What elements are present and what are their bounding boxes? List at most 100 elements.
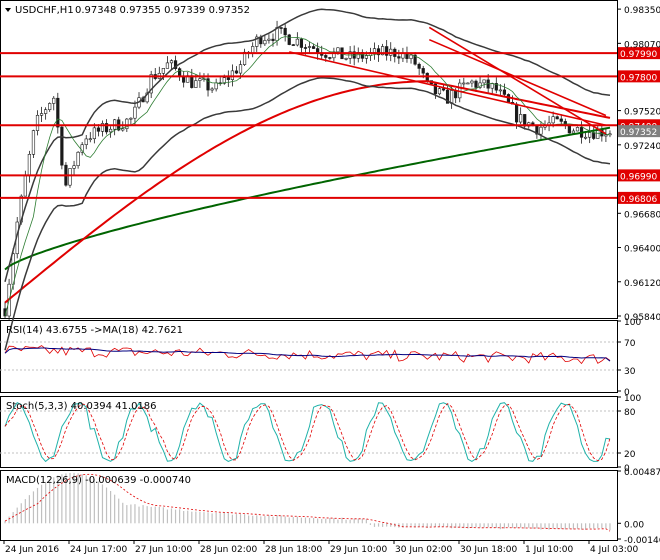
- level-tag: [618, 70, 660, 83]
- price-tick-label: 0.97240: [624, 142, 660, 152]
- stoch-tick-label: 80: [624, 408, 636, 418]
- stoch-tick-label: 0: [624, 464, 630, 474]
- candle-body: [287, 34, 291, 45]
- price-panel: [0, 0, 618, 319]
- candle-body: [498, 89, 502, 92]
- time-tick-label: 30 Jun 18:00: [460, 545, 517, 555]
- candle-body: [450, 90, 454, 104]
- candle-body: [502, 89, 507, 95]
- candle-body: [299, 38, 304, 48]
- candle-body: [316, 48, 320, 53]
- level-tag-label: 0.96990: [620, 172, 657, 182]
- candle-body: [584, 136, 588, 139]
- candle-body: [68, 168, 72, 186]
- trendline: [289, 51, 607, 127]
- rsi-tick-label: 30: [624, 367, 636, 377]
- candle-body: [267, 38, 271, 41]
- price-tick-label: 0.96400: [624, 245, 660, 255]
- candle-body: [551, 116, 555, 124]
- macd-tick-label: 0.004873: [624, 468, 660, 478]
- candle-body: [470, 80, 474, 84]
- candle-body: [173, 60, 178, 69]
- time-tick-label: 30 Jun 02:00: [395, 545, 452, 555]
- candle-body: [230, 70, 234, 80]
- candle-body: [222, 77, 226, 84]
- candle-body: [559, 118, 563, 122]
- stoch-tick-label: 100: [624, 394, 641, 404]
- rsi-ma-line: [4, 347, 611, 362]
- candle-body: [226, 77, 230, 80]
- time-tick-label: 27 Jun 10:00: [135, 545, 192, 555]
- candle-body: [381, 46, 385, 56]
- candle-body: [592, 132, 596, 139]
- macd-tick-label: 0.00: [624, 520, 644, 530]
- candle-body: [291, 44, 295, 46]
- time-tick-label: 28 Jun 18:00: [265, 545, 322, 555]
- price-tick-label: 0.98070: [624, 40, 660, 50]
- stoch-main-line: [4, 402, 611, 463]
- candle-body: [441, 88, 446, 91]
- candle-body: [385, 46, 389, 56]
- candle-body: [27, 153, 31, 177]
- candle-body: [169, 60, 174, 64]
- stoch-panel: [0, 396, 618, 468]
- level-tag-label: 0.97800: [620, 73, 657, 83]
- candle-body: [129, 117, 133, 120]
- time-tick-label: 24 Jun 2016: [5, 545, 59, 555]
- candle-body: [48, 103, 52, 111]
- candle-body: [44, 109, 48, 114]
- rsi-label: RSI(14) 43.6755 ->MA(18) 42.7621: [6, 325, 183, 336]
- candle-body: [35, 114, 40, 131]
- candle-body: [307, 46, 312, 48]
- candle-body: [474, 80, 478, 88]
- time-tick-label: 1 Jul 10:00: [525, 545, 574, 555]
- candle-body: [121, 128, 125, 131]
- candle-body: [588, 132, 592, 138]
- candle-body: [80, 144, 84, 153]
- candle-body: [108, 128, 113, 133]
- price-tick-label: 0.98350: [624, 6, 660, 16]
- stoch-signal-line: [4, 403, 611, 462]
- candle-body: [311, 46, 316, 49]
- candle-body: [238, 64, 243, 74]
- price-tick-label: 0.95840: [624, 313, 660, 323]
- candle-body: [161, 68, 165, 74]
- moving-average-long: [4, 126, 611, 271]
- candle-body: [283, 27, 287, 36]
- candle-body: [234, 70, 239, 74]
- current-price-tag: [618, 125, 660, 138]
- candle-body: [206, 78, 210, 91]
- price-tick-label: 0.97520: [624, 108, 660, 118]
- current-price-label: 0.97352: [620, 128, 657, 138]
- candle-body: [409, 54, 413, 59]
- rsi-tick-label: 100: [624, 318, 641, 328]
- rsi-tick-label: 0: [624, 388, 630, 398]
- candle-body: [519, 114, 523, 123]
- candle-body: [494, 83, 498, 91]
- candle-body: [445, 89, 450, 104]
- candle-body: [539, 126, 543, 135]
- candle-body: [72, 165, 76, 169]
- candle-body: [567, 125, 571, 134]
- candle-body: [23, 175, 27, 197]
- candle-body: [417, 63, 421, 69]
- dropdown-arrow-icon[interactable]: [5, 8, 11, 12]
- candle-body: [60, 126, 64, 166]
- level-tag: [618, 47, 660, 60]
- macd-signal-line: [4, 473, 611, 532]
- candle-body: [190, 75, 194, 88]
- candle-body: [482, 79, 486, 84]
- candle-body: [372, 48, 377, 53]
- moving-average-fast: [4, 36, 611, 317]
- candle-body: [96, 127, 101, 132]
- stoch-tick-label: 20: [624, 450, 636, 460]
- bollinger-lower: [4, 77, 611, 351]
- candle-body: [263, 40, 267, 45]
- candle-body: [376, 48, 381, 56]
- level-tag-label: 0.96806: [620, 195, 657, 205]
- candle-body: [555, 116, 559, 120]
- candle-body: [194, 80, 198, 88]
- candle-body: [295, 38, 299, 46]
- candle-body: [454, 90, 458, 99]
